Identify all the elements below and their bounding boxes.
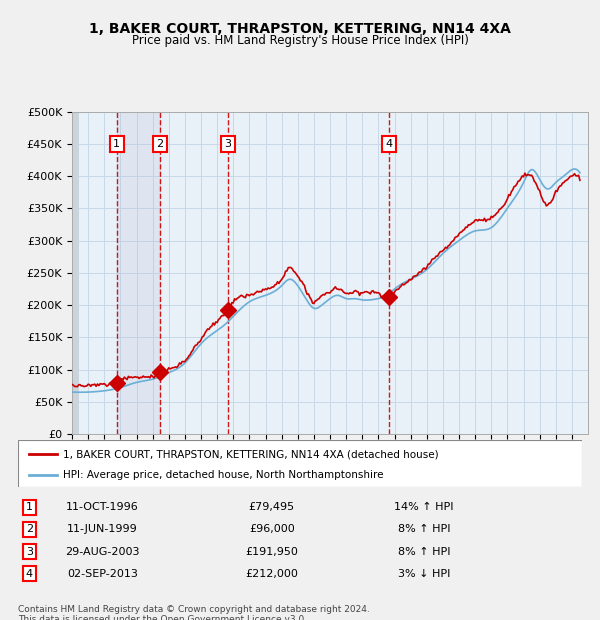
Text: 02-SEP-2013: 02-SEP-2013	[67, 569, 138, 578]
Text: 8% ↑ HPI: 8% ↑ HPI	[398, 546, 451, 557]
FancyBboxPatch shape	[18, 440, 582, 487]
Text: 11-OCT-1996: 11-OCT-1996	[66, 502, 139, 513]
Text: £212,000: £212,000	[245, 569, 298, 578]
Text: 3: 3	[26, 546, 33, 557]
Text: 3% ↓ HPI: 3% ↓ HPI	[398, 569, 450, 578]
Text: 14% ↑ HPI: 14% ↑ HPI	[394, 502, 454, 513]
Bar	[72, 112, 79, 434]
Text: 8% ↑ HPI: 8% ↑ HPI	[398, 525, 451, 534]
Text: £79,495: £79,495	[249, 502, 295, 513]
Text: Price paid vs. HM Land Registry's House Price Index (HPI): Price paid vs. HM Land Registry's House …	[131, 34, 469, 47]
Text: HPI: Average price, detached house, North Northamptonshire: HPI: Average price, detached house, Nort…	[63, 470, 383, 480]
Text: 2: 2	[26, 525, 33, 534]
Text: 1: 1	[113, 139, 120, 149]
Text: 29-AUG-2003: 29-AUG-2003	[65, 546, 140, 557]
Bar	[117, 112, 160, 434]
Text: 11-JUN-1999: 11-JUN-1999	[67, 525, 138, 534]
Text: 2: 2	[156, 139, 163, 149]
Text: 1, BAKER COURT, THRAPSTON, KETTERING, NN14 4XA (detached house): 1, BAKER COURT, THRAPSTON, KETTERING, NN…	[63, 449, 439, 459]
Text: 4: 4	[26, 569, 33, 578]
Text: 4: 4	[386, 139, 393, 149]
Text: Contains HM Land Registry data © Crown copyright and database right 2024.
This d: Contains HM Land Registry data © Crown c…	[18, 604, 370, 620]
Text: 1, BAKER COURT, THRAPSTON, KETTERING, NN14 4XA: 1, BAKER COURT, THRAPSTON, KETTERING, NN…	[89, 22, 511, 36]
Text: £191,950: £191,950	[245, 546, 298, 557]
Text: £96,000: £96,000	[249, 525, 295, 534]
Text: 3: 3	[224, 139, 231, 149]
Text: 1: 1	[26, 502, 33, 513]
